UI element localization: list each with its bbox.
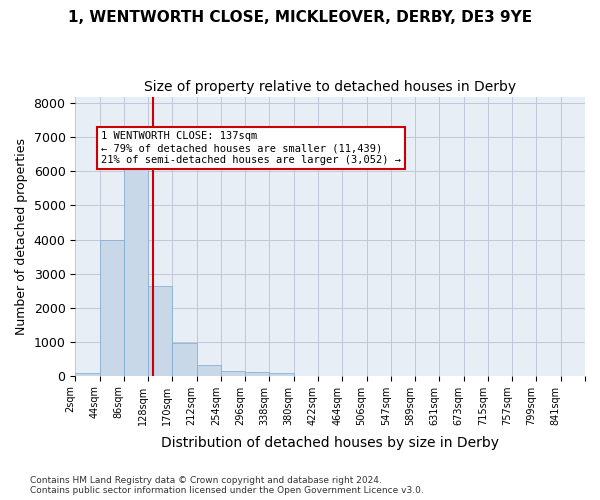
Bar <box>75 373 100 376</box>
Y-axis label: Number of detached properties: Number of detached properties <box>15 138 28 334</box>
Bar <box>172 343 197 376</box>
X-axis label: Distribution of detached houses by size in Derby: Distribution of detached houses by size … <box>161 436 499 450</box>
Bar <box>197 365 221 376</box>
Bar <box>100 240 124 376</box>
Text: Contains HM Land Registry data © Crown copyright and database right 2024.
Contai: Contains HM Land Registry data © Crown c… <box>30 476 424 495</box>
Bar <box>269 372 294 376</box>
Bar <box>148 286 172 376</box>
Text: 1, WENTWORTH CLOSE, MICKLEOVER, DERBY, DE3 9YE: 1, WENTWORTH CLOSE, MICKLEOVER, DERBY, D… <box>68 10 532 25</box>
Bar <box>124 152 148 376</box>
Bar <box>245 372 269 376</box>
Bar <box>221 371 245 376</box>
Title: Size of property relative to detached houses in Derby: Size of property relative to detached ho… <box>144 80 516 94</box>
Text: 1 WENTWORTH CLOSE: 137sqm
← 79% of detached houses are smaller (11,439)
21% of s: 1 WENTWORTH CLOSE: 137sqm ← 79% of detac… <box>101 132 401 164</box>
